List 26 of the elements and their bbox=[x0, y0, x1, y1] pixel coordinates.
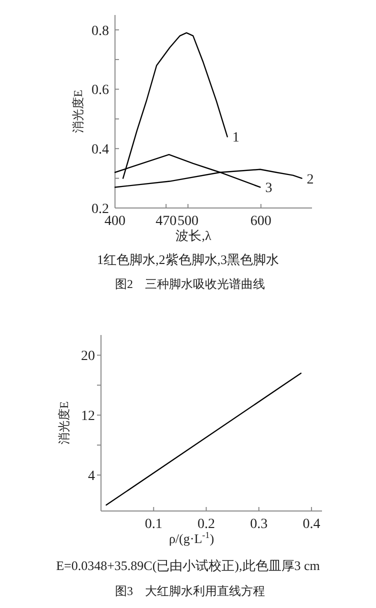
y-tick-label: 4 bbox=[88, 469, 95, 484]
x-tick-label: 0.4 bbox=[302, 517, 320, 532]
y-tick-label: 0.2 bbox=[92, 202, 109, 217]
text: E=0.0348+35.89C(已由小试校正),此色皿厚3 cm bbox=[56, 558, 320, 573]
y-axis-title: 消光度E bbox=[71, 90, 85, 134]
y-tick-label: 20 bbox=[81, 349, 95, 364]
x-tick-label: 470 bbox=[156, 214, 177, 229]
x-tick-label: 0.2 bbox=[197, 517, 215, 532]
x-tick-label: 0.3 bbox=[250, 517, 268, 532]
text: 图2 三种脚水吸收光谱曲线 bbox=[115, 277, 265, 291]
y-tick-label: 0.4 bbox=[92, 142, 109, 158]
series-label: 1 bbox=[232, 130, 240, 146]
text: 1红色脚水,2紫色脚水,3黑色脚水 bbox=[97, 252, 279, 267]
y-axis-title: 消光度E bbox=[57, 401, 71, 445]
y-tick-label: 12 bbox=[81, 409, 95, 424]
x-tick-label: 600 bbox=[250, 214, 272, 229]
series-label: 2 bbox=[306, 172, 314, 188]
x-tick-label: 500 bbox=[177, 214, 198, 229]
series-label: 3 bbox=[265, 181, 272, 196]
text: 图3 大红脚水利用直线方程 bbox=[115, 584, 265, 598]
x-tick-label: 400 bbox=[104, 214, 126, 229]
x-axis-title: 波长,λ bbox=[176, 228, 212, 243]
y-tick-label: 0.6 bbox=[92, 83, 109, 98]
x-tick-label: 0.1 bbox=[144, 517, 162, 532]
x-axis-title: ρ/(g·L$^{-1}$) bbox=[168, 530, 214, 546]
y-tick-label: 0.8 bbox=[92, 24, 109, 39]
